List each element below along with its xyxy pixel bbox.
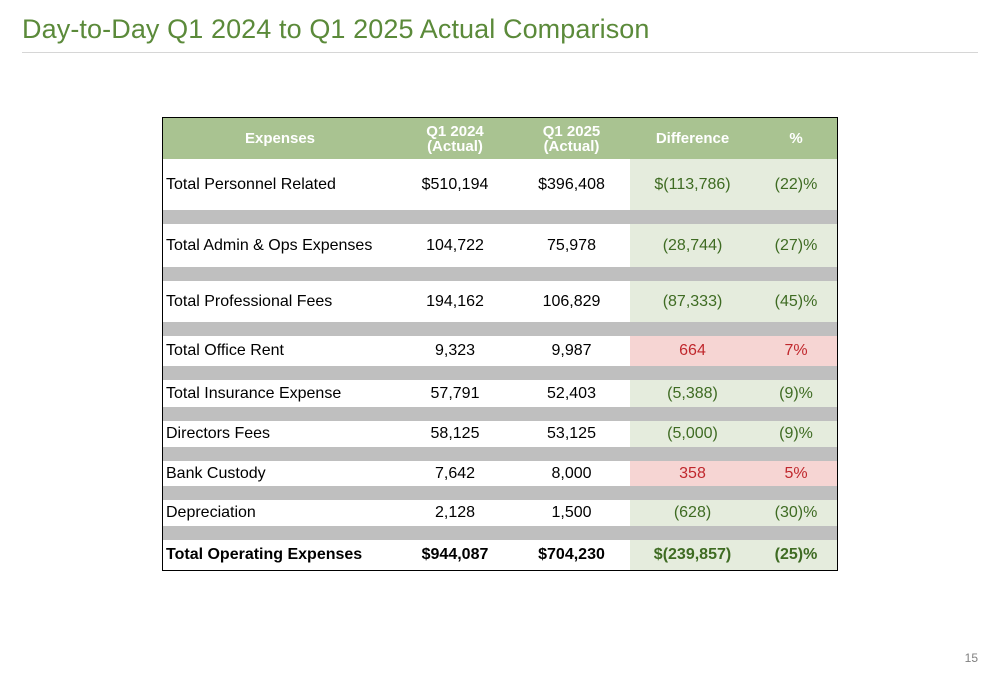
row-percent: (27)% (755, 224, 837, 267)
row-difference: (87,333) (630, 281, 755, 322)
row-q1-2024: 7,642 (434, 464, 476, 482)
table-row: Total Insurance Expense 57,791 52,403 (5… (163, 380, 837, 407)
row-separator (163, 322, 837, 336)
table-row: Total Professional Fees 194,162 106,829 … (163, 281, 837, 322)
row-separator (163, 267, 837, 281)
row-q1-2025: 106,829 (542, 292, 601, 310)
row-q1-2025: $396,408 (538, 175, 605, 193)
row-difference: 358 (630, 461, 755, 486)
row-label: Depreciation (166, 504, 256, 521)
row-percent: (9)% (755, 380, 837, 407)
row-separator (163, 447, 837, 461)
total-difference: $(239,857) (630, 540, 755, 570)
row-percent: 5% (755, 461, 837, 486)
row-percent: (22)% (755, 159, 837, 210)
row-label: Total Personnel Related (166, 175, 336, 193)
total-label: Total Operating Expenses (166, 546, 363, 563)
row-separator (163, 210, 837, 224)
row-label: Total Office Rent (166, 342, 284, 359)
expense-comparison-table: Expenses Q1 2024 (Actual) Q1 2025 (Actual)… (162, 117, 838, 571)
total-q1-2024: $944,087 (421, 546, 489, 563)
row-difference: (5,388) (630, 380, 755, 407)
row-difference: (628) (630, 500, 755, 526)
row-q1-2025: 52,403 (547, 384, 596, 402)
row-label: Total Insurance Expense (166, 384, 342, 402)
row-q1-2024: 2,128 (434, 504, 476, 521)
row-percent: (45)% (755, 281, 837, 322)
row-percent: (9)% (755, 421, 837, 447)
row-label: Directors Fees (166, 425, 271, 442)
header-q1-2025-line2: (Actual) (543, 137, 600, 155)
row-q1-2024: 194,162 (426, 292, 484, 310)
header-q1-2024-line2: (Actual) (427, 137, 483, 155)
row-difference: (5,000) (630, 421, 755, 447)
table-row: Total Office Rent 9,323 9,987 664 7% (163, 336, 837, 366)
header-expenses: Expenses (244, 130, 316, 147)
row-q1-2025: 53,125 (547, 425, 596, 442)
row-percent: (30)% (755, 500, 837, 526)
row-label: Total Admin & Ops Expenses (166, 236, 373, 254)
header-q1-2025-line1: Q1 2025 (542, 122, 601, 140)
header-q1-2024-line1: Q1 2024 (426, 122, 484, 140)
row-q1-2025: 9,987 (551, 342, 592, 359)
row-q1-2025: 8,000 (551, 464, 592, 482)
table-total-row: Total Operating Expenses $944,087 $704,2… (163, 540, 837, 570)
page-title: Day-to-Day Q1 2024 to Q1 2025 Actual Com… (22, 14, 650, 44)
row-q1-2025: 75,978 (547, 236, 596, 254)
table-row: Total Personnel Related $510,194 $396,40… (163, 159, 837, 210)
row-label: Bank Custody (166, 464, 266, 482)
row-separator (163, 526, 837, 540)
header-difference: Difference (655, 130, 730, 147)
row-q1-2025: 1,500 (551, 504, 592, 521)
row-q1-2024: 9,323 (434, 342, 476, 359)
row-separator (163, 486, 837, 500)
row-q1-2024: $510,194 (421, 175, 489, 193)
row-q1-2024: 57,791 (430, 384, 480, 402)
total-percent: (25)% (755, 540, 837, 570)
row-difference: $(113,786) (630, 159, 755, 210)
row-q1-2024: 104,722 (426, 236, 484, 254)
header-percent: % (789, 130, 803, 147)
row-separator (163, 366, 837, 380)
table-row: Bank Custody 7,642 8,000 358 5% (163, 461, 837, 486)
total-q1-2025: $704,230 (538, 546, 605, 563)
row-percent: 7% (755, 336, 837, 366)
table-row: Depreciation 2,128 1,500 (628) (30)% (163, 500, 837, 526)
page-number: 15 (964, 651, 978, 665)
title-divider (22, 52, 978, 53)
row-q1-2024: 58,125 (430, 425, 480, 442)
table-row: Directors Fees 58,125 53,125 (5,000) (9)… (163, 421, 837, 447)
row-difference: 664 (630, 336, 755, 366)
table-row: Total Admin & Ops Expenses 104,722 75,97… (163, 224, 837, 267)
row-label: Total Professional Fees (166, 292, 333, 310)
row-difference: (28,744) (630, 224, 755, 267)
header-q1-2025: Q1 2025 (Actual) (513, 118, 630, 159)
row-separator (163, 407, 837, 421)
header-q1-2024: Q1 2024 (Actual) (397, 118, 513, 159)
table-header-row: Expenses Q1 2024 (Actual) Q1 2025 (Actual)… (163, 118, 837, 159)
